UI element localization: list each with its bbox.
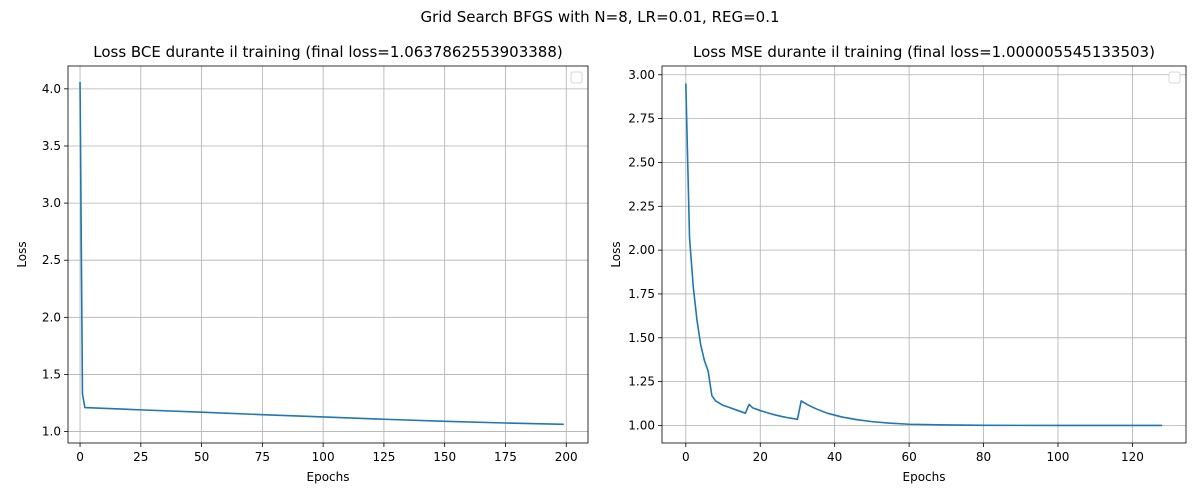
x-tick-label: 200 — [555, 450, 578, 464]
y-tick-label: 1.25 — [628, 375, 655, 389]
y-tick-label: 2.50 — [628, 155, 655, 169]
y-tick-label: 2.00 — [628, 243, 655, 257]
y-tick-label: 3.5 — [42, 139, 61, 153]
x-tick-label: 120 — [1121, 450, 1144, 464]
y-tick-label: 1.75 — [628, 287, 655, 301]
x-tick-label: 40 — [827, 450, 842, 464]
legend — [570, 71, 583, 84]
x-tick-label: 0 — [682, 450, 690, 464]
x-tick-label: 150 — [433, 450, 456, 464]
x-tick-label: 20 — [753, 450, 768, 464]
plot-title: Loss BCE durante il training (final loss… — [93, 43, 563, 61]
y-tick-label: 2.0 — [42, 310, 61, 324]
series-line — [79, 81, 564, 426]
x-tick-label: 100 — [1047, 450, 1070, 464]
x-tick-label: 60 — [901, 450, 916, 464]
y-tick-label: 2.25 — [628, 199, 655, 213]
y-tick-label: 4.0 — [42, 82, 61, 96]
legend — [1168, 71, 1181, 84]
y-tick-label: 1.50 — [628, 331, 655, 345]
plot-title: Loss MSE durante il training (final loss… — [693, 43, 1155, 61]
plot-frame — [67, 65, 589, 444]
plot-frame — [661, 65, 1187, 444]
y-tick-label: 1.00 — [628, 418, 655, 432]
x-axis-label: Epochs — [903, 470, 946, 484]
grid — [662, 66, 1186, 443]
x-tick-label: 100 — [312, 450, 335, 464]
x-tick-label: 0 — [76, 450, 84, 464]
y-tick-label: 2.75 — [628, 112, 655, 126]
grid — [68, 66, 588, 443]
y-tick-label: 1.0 — [42, 425, 61, 439]
x-tick-label: 75 — [255, 450, 270, 464]
y-tick-label: 1.5 — [42, 367, 61, 381]
y-tick-label: 2.5 — [42, 253, 61, 267]
figure-suptitle: Grid Search BFGS with N=8, LR=0.01, REG=… — [420, 8, 779, 26]
y-tick-label: 3.00 — [628, 68, 655, 82]
x-tick-label: 80 — [976, 450, 991, 464]
y-tick-label: 3.0 — [42, 196, 61, 210]
y-axis-label: Loss — [15, 241, 29, 267]
x-tick-label: 125 — [372, 450, 395, 464]
x-axis-label: Epochs — [307, 470, 350, 484]
series-line — [685, 83, 1163, 427]
x-tick-label: 175 — [494, 450, 517, 464]
x-tick-label: 25 — [133, 450, 148, 464]
plot-mse: 0 20 40 60 80 100 120 1.00 1.25 1.50 1.75 2.00 2.25 2… — [609, 43, 1187, 484]
y-axis-label: Loss — [609, 241, 623, 267]
plot-bce: 0 25 50 75 100 125 150 175 200 1.0 1.5 2.0 2.5 3.0 3.5… — [15, 43, 589, 484]
x-tick-label: 50 — [194, 450, 209, 464]
